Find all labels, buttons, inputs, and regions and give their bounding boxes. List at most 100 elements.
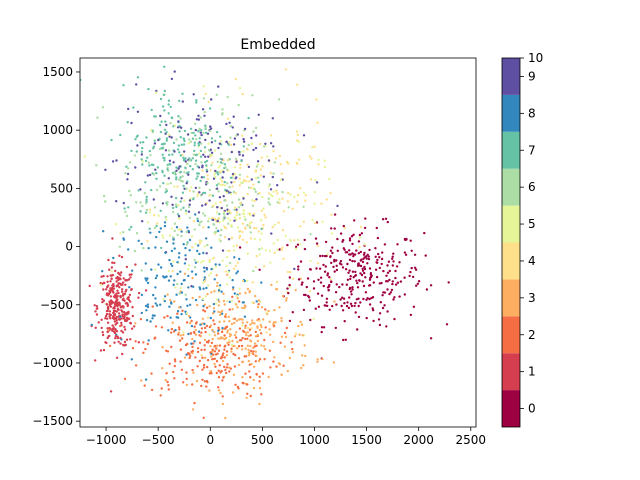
scatter-point [194,356,197,359]
scatter-point [200,240,203,243]
scatter-point [185,243,188,246]
scatter-point [385,325,388,328]
scatter-point [205,306,209,309]
scatter-point [307,296,311,299]
scatter-point [245,396,248,399]
scatter-point [196,165,199,168]
scatter-point [111,324,114,327]
colorbar-tick-label: 8 [528,106,536,120]
scatter-point [230,347,233,350]
scatter-point [203,380,207,383]
scatter-point [255,344,258,347]
scatter-point [230,343,234,347]
scatter-point [225,366,229,369]
scatter-point [208,188,211,192]
scatter-point [169,105,172,109]
scatter-point [167,133,171,136]
scatter-point [83,155,87,158]
scatter-point [155,304,159,307]
scatter-point [370,296,373,300]
scatter-point [93,304,96,307]
scatter-point [203,338,207,342]
scatter-point [219,371,222,374]
scatter-point [326,253,329,256]
scatter-point [118,286,121,289]
scatter-point [116,307,120,311]
scatter-point [262,223,265,227]
colorbar-segment [502,131,520,169]
scatter-point [115,310,119,313]
scatter-point [182,137,185,140]
scatter-point [226,222,230,225]
scatter-point [228,341,231,344]
scatter-point [244,331,248,334]
scatter-point [175,166,178,169]
scatter-point [271,117,274,120]
scatter-point [233,216,236,219]
scatter-point [265,311,268,314]
scatter-point [225,227,228,230]
scatter-point [107,335,110,338]
scatter-point [223,225,226,228]
scatter-point [164,215,167,219]
scatter-point [217,310,220,313]
scatter-point [178,306,181,309]
scatter-point [160,387,163,390]
scatter-point [362,284,366,288]
scatter-point [188,303,192,306]
scatter-point [229,176,233,179]
scatter-point [217,389,221,392]
scatter-point [137,239,140,242]
scatter-point [204,203,207,206]
scatter-point [314,221,317,225]
scatter-point [199,155,203,158]
scatter-point [282,210,285,213]
scatter-point [131,269,134,272]
scatter-point [286,369,289,373]
scatter-point [195,101,198,104]
scatter-point [193,340,196,343]
scatter-point [193,401,196,405]
scatter-point [241,279,245,283]
scatter-point [256,163,260,166]
scatter-point [192,153,196,156]
scatter-point [249,344,252,348]
x-tick-label: −500 [142,433,175,447]
scatter-point [366,253,369,256]
scatter-point [116,19,118,21]
scatter-point [311,218,314,222]
scatter-point [144,347,147,351]
scatter-point [163,316,166,319]
scatter-point [252,183,255,186]
scatter-point [319,254,322,258]
scatter-point [223,303,226,306]
scatter-point [200,353,203,357]
scatter-point [183,356,187,359]
scatter-point [108,310,112,313]
scatter-point [125,165,128,168]
scatter-point [118,301,121,304]
scatter-point [360,232,364,235]
scatter-point [226,363,229,366]
scatter-point [316,121,319,124]
scatter-point [247,334,250,338]
scatter-point [171,206,175,210]
scatter-point [147,247,150,250]
scatter-point [231,185,234,188]
scatter-point [213,331,216,334]
scatter-point [136,144,139,147]
scatter-point [173,364,176,368]
scatter-point [102,281,105,285]
scatter-point [192,198,195,201]
scatter-point [163,157,166,160]
x-tick-label: 0 [206,433,214,447]
scatter-point [139,141,142,144]
scatter-point [227,270,230,274]
scatter-point [200,327,204,330]
scatter-point [128,286,131,289]
scatter-point [208,258,211,262]
scatter-point [167,384,170,387]
scatter-point [215,93,218,97]
scatter-point [244,291,247,295]
scatter-point [255,165,259,168]
